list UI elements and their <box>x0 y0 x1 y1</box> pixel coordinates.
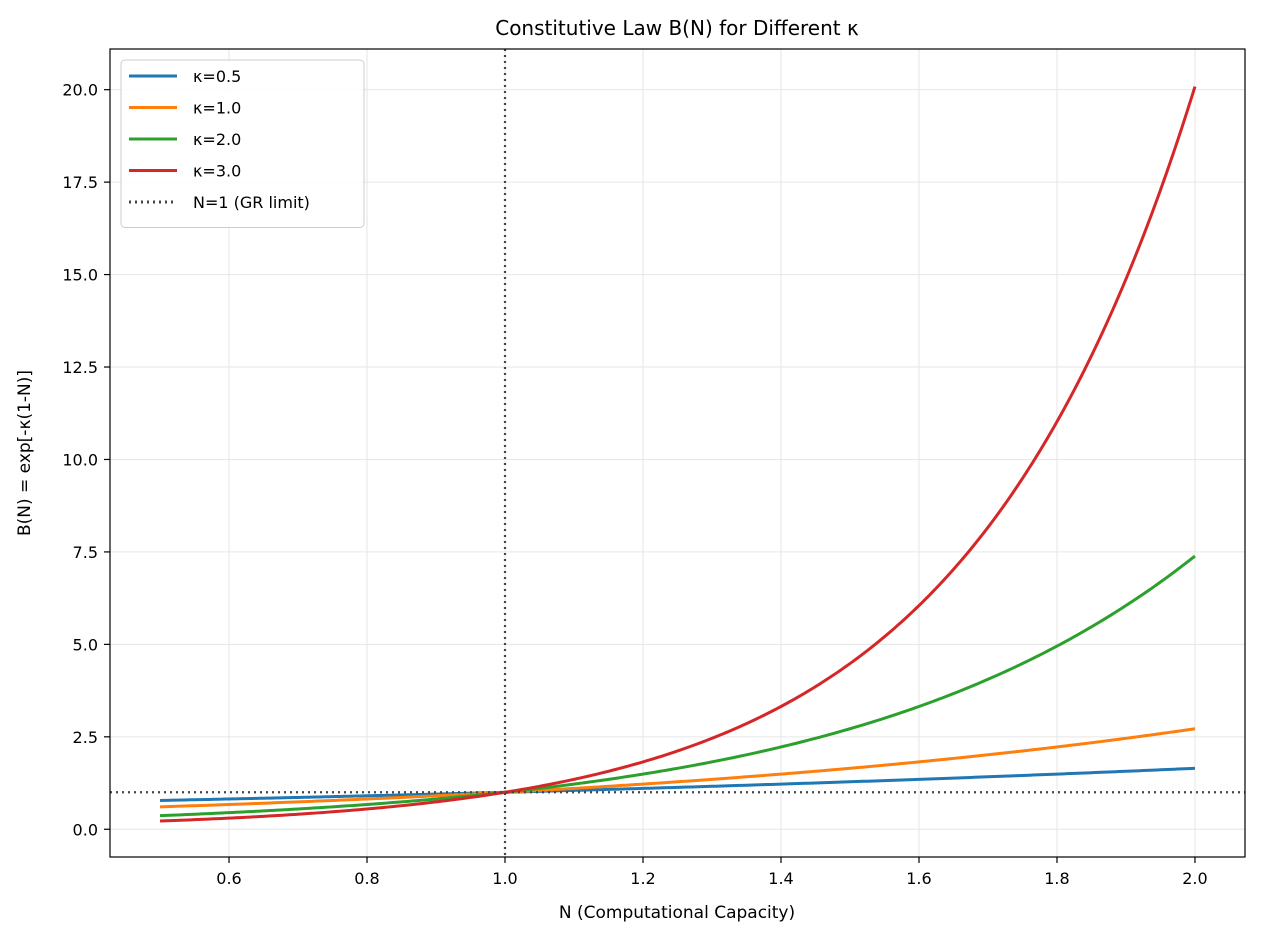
legend: κ=0.5 κ=1.0 κ=2.0 κ=3.0 N=1 (GR limit) <box>120 59 365 228</box>
legend-label: κ=0.5 <box>193 67 241 86</box>
x-axis-label: N (Computational Capacity) <box>559 903 795 923</box>
x-tick-label: 1.6 <box>906 869 931 888</box>
legend-label: κ=2.0 <box>193 130 241 149</box>
x-tick-label: 0.8 <box>354 869 379 888</box>
series-line-3 <box>159 554 1196 818</box>
plot-frame <box>109 48 1246 858</box>
series-line-4 <box>159 86 1197 823</box>
y-axis-label: B(N) = exp[-κ(1-N)] <box>15 370 35 536</box>
y-tick-label: 15.0 <box>62 266 98 285</box>
x-tick-label: 1.0 <box>492 869 517 888</box>
y-tick-label: 20.0 <box>62 81 98 100</box>
x-tick-label: 1.2 <box>630 869 655 888</box>
series-line-1 <box>159 766 1196 802</box>
grid <box>110 49 1245 857</box>
legend-label: κ=3.0 <box>193 162 241 181</box>
y-tick-label: 0.0 <box>73 820 98 839</box>
plot-lines <box>110 49 1245 857</box>
legend-label: κ=1.0 <box>193 99 241 118</box>
y-tick-label: 5.0 <box>73 635 98 654</box>
legend-box <box>120 59 365 228</box>
y-tick-label: 7.5 <box>73 543 98 562</box>
x-tick-label: 2.0 <box>1182 869 1207 888</box>
x-tick-label: 1.4 <box>768 869 793 888</box>
axis-ticks: 0.6 0.8 1.0 1.2 1.4 1.6 1.8 2.0 0.0 2.5 5.0 7.5 10.0… <box>62 81 1207 888</box>
y-tick-label: 10.0 <box>62 450 98 469</box>
x-tick-label: 0.6 <box>216 869 241 888</box>
y-tick-label: 2.5 <box>73 728 98 747</box>
legend-label: N=1 (GR limit) <box>193 193 310 212</box>
chart-title: Constitutive Law B(N) for Different κ <box>495 16 859 40</box>
y-tick-label: 17.5 <box>62 173 98 192</box>
y-tick-label: 12.5 <box>62 358 98 377</box>
x-tick-label: 1.8 <box>1044 869 1069 888</box>
series-line-2 <box>159 727 1196 809</box>
